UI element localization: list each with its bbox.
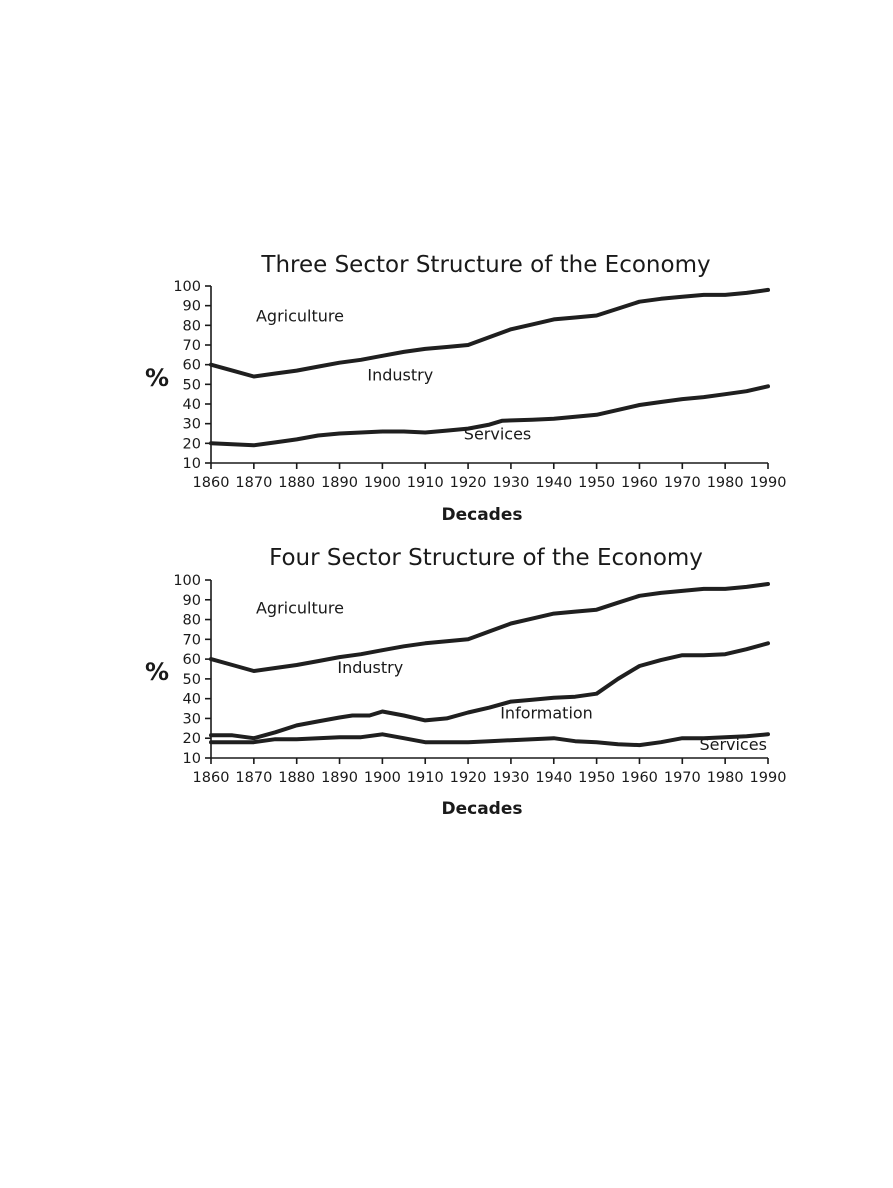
x-tick-label: 1900 (364, 770, 401, 786)
y-tick-label: 80 (183, 318, 201, 334)
y-tick-label: 100 (173, 279, 201, 295)
series-line-1 (209, 641, 770, 741)
x-tick-label: 1940 (535, 770, 572, 786)
y-tick-label: 80 (183, 613, 201, 629)
x-tick-label: 1970 (664, 770, 701, 786)
sector-labels: Agriculture Industry Information Services (256, 599, 767, 754)
x-tick-label: 1980 (707, 475, 744, 491)
y-tick-labels: 10 20 30 40 50 60 70 80 90 100 (173, 573, 211, 767)
y-tick-label: 70 (183, 338, 201, 354)
series-line-1 (209, 384, 770, 448)
x-tick-labels: 1860 1870 1880 1890 1900 1910 1920 1930 1940 1950… (193, 758, 787, 786)
x-tick-label: 1990 (750, 475, 787, 491)
sector-labels: Agriculture Industry Services (256, 306, 531, 443)
sector-label: Services (464, 424, 531, 443)
y-tick-label: 10 (183, 456, 201, 472)
y-tick-labels: 10 20 30 40 50 60 70 80 90 100 (173, 279, 211, 472)
series-line-0 (209, 582, 770, 673)
y-tick-label: 10 (183, 751, 201, 767)
x-tick-label: 1930 (492, 770, 529, 786)
x-tick-label: 1990 (750, 770, 787, 786)
series-line-0 (209, 287, 770, 379)
chart-four-sector: Four Sector Structure of the Economy 10 2… (145, 545, 786, 819)
x-tick-label: 1960 (621, 475, 658, 491)
x-tick-label: 1870 (235, 770, 272, 786)
x-tick-label: 1880 (278, 770, 315, 786)
x-tick-label: 1920 (450, 770, 487, 786)
x-tick-label: 1960 (621, 770, 658, 786)
chart-title: Four Sector Structure of the Economy (269, 545, 703, 571)
chart-title: Three Sector Structure of the Economy (260, 252, 710, 278)
x-tick-label: 1910 (407, 770, 444, 786)
x-tick-label: 1930 (492, 475, 529, 491)
y-tick-label: 50 (183, 377, 201, 393)
x-tick-label: 1950 (578, 770, 615, 786)
x-tick-label: 1890 (321, 475, 358, 491)
x-axis-label: Decades (441, 799, 522, 819)
y-tick-label: 90 (183, 593, 201, 609)
y-tick-label: 40 (183, 692, 201, 708)
series-lines (209, 582, 770, 748)
y-tick-label: 90 (183, 299, 201, 315)
x-tick-label: 1940 (535, 475, 572, 491)
y-tick-label: 50 (183, 672, 201, 688)
x-tick-label: 1910 (407, 475, 444, 491)
sector-label: Industry (367, 365, 433, 384)
chart-three-sector: Three Sector Structure of the Economy 10… (145, 252, 786, 525)
y-tick-label: 20 (183, 731, 201, 747)
x-tick-label: 1980 (707, 770, 744, 786)
x-tick-label: 1920 (450, 475, 487, 491)
y-tick-label: 70 (183, 632, 201, 648)
x-tick-label: 1860 (193, 770, 230, 786)
x-tick-label: 1970 (664, 475, 701, 491)
y-tick-label: 30 (183, 417, 201, 433)
sector-label: Agriculture (256, 599, 344, 618)
x-tick-label: 1880 (278, 475, 315, 491)
x-tick-label: 1900 (364, 475, 401, 491)
sector-label: Services (699, 735, 766, 754)
y-axis-label: % (145, 658, 169, 686)
x-tick-label: 1890 (321, 770, 358, 786)
y-axis-label: % (145, 364, 169, 392)
x-axis-label: Decades (441, 505, 522, 525)
series-line-2 (209, 732, 770, 748)
y-tick-label: 20 (183, 436, 201, 452)
y-tick-label: 40 (183, 397, 201, 413)
y-tick-label: 100 (173, 573, 201, 589)
y-tick-label: 60 (183, 358, 201, 374)
x-tick-label: 1950 (578, 475, 615, 491)
x-tick-labels: 1860 1870 1880 1890 1900 1910 1920 1930 1940 1950… (193, 463, 787, 491)
series-lines (209, 287, 770, 448)
sector-label: Information (500, 703, 593, 722)
sector-label: Agriculture (256, 306, 344, 325)
sector-label: Industry (337, 658, 403, 677)
y-tick-label: 60 (183, 652, 201, 668)
x-tick-label: 1860 (193, 475, 230, 491)
y-tick-label: 30 (183, 711, 201, 727)
x-tick-label: 1870 (235, 475, 272, 491)
